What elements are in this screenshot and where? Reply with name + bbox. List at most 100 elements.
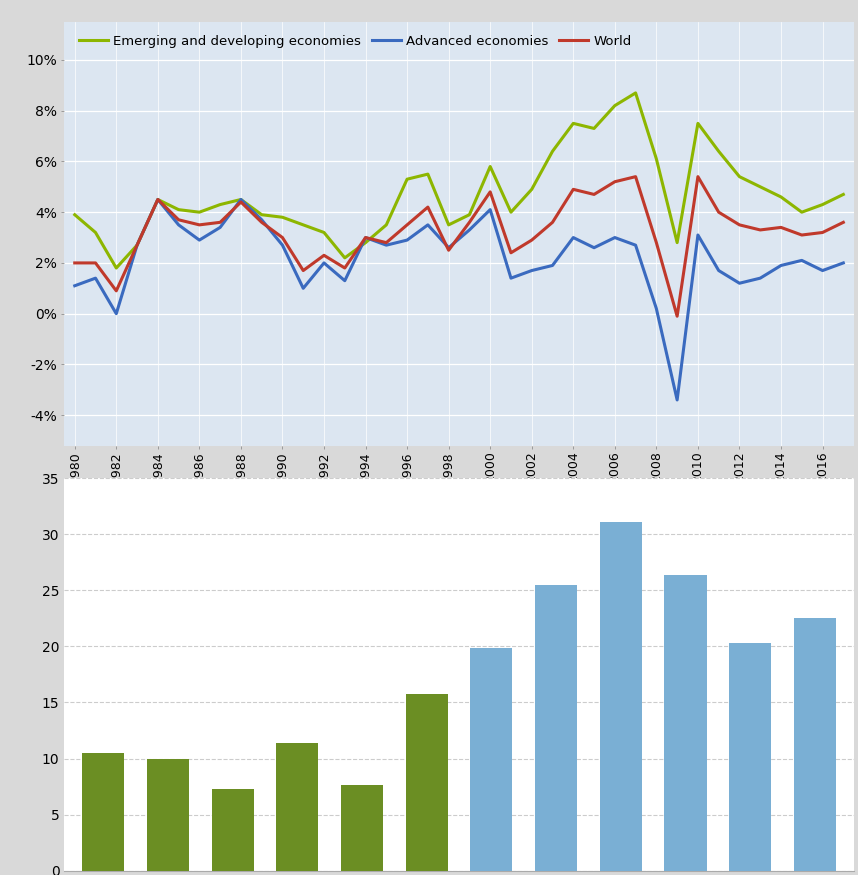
Bar xyxy=(729,643,771,871)
Advanced economies xyxy=(153,194,163,205)
Line: Emerging and developing economies: Emerging and developing economies xyxy=(75,93,843,268)
Advanced economies xyxy=(796,255,807,266)
Emerging and developing economies xyxy=(610,101,620,111)
World xyxy=(610,177,620,187)
Emerging and developing economies xyxy=(672,237,682,248)
Emerging and developing economies xyxy=(69,209,80,220)
World xyxy=(506,248,517,258)
Advanced economies xyxy=(527,265,537,276)
World xyxy=(838,217,849,228)
Emerging and developing economies xyxy=(631,88,641,98)
World xyxy=(132,240,142,250)
Bar xyxy=(535,584,577,871)
World xyxy=(381,237,391,248)
World xyxy=(734,220,745,230)
Emerging and developing economies xyxy=(257,209,267,220)
Advanced economies xyxy=(319,257,329,268)
Bar xyxy=(794,619,836,871)
World xyxy=(423,202,433,213)
World xyxy=(402,220,412,230)
World xyxy=(714,206,724,217)
Advanced economies xyxy=(568,232,578,242)
World xyxy=(90,257,100,268)
World xyxy=(818,228,828,238)
Emerging and developing economies xyxy=(838,189,849,200)
Emerging and developing economies xyxy=(298,220,308,230)
Emerging and developing economies xyxy=(360,237,371,248)
Advanced economies xyxy=(631,240,641,250)
Emerging and developing economies xyxy=(776,192,786,202)
Emerging and developing economies xyxy=(112,262,122,273)
Line: World: World xyxy=(75,177,843,316)
Advanced economies xyxy=(547,260,558,270)
Bar xyxy=(82,752,124,871)
World xyxy=(319,250,329,261)
Bar xyxy=(276,743,318,871)
Bar xyxy=(341,786,383,871)
Bar xyxy=(212,788,254,871)
World xyxy=(692,172,703,182)
Bar xyxy=(470,648,512,871)
Advanced economies xyxy=(277,240,287,250)
World xyxy=(547,217,558,228)
World xyxy=(340,262,350,273)
World xyxy=(215,217,226,228)
Advanced economies xyxy=(112,308,122,318)
Emerging and developing economies xyxy=(589,123,599,134)
Advanced economies xyxy=(672,395,682,405)
Advanced economies xyxy=(464,225,474,235)
Emerging and developing economies xyxy=(153,194,163,205)
Emerging and developing economies xyxy=(277,212,287,222)
Advanced economies xyxy=(69,281,80,291)
Advanced economies xyxy=(340,276,350,286)
Emerging and developing economies xyxy=(692,118,703,129)
Advanced economies xyxy=(610,232,620,242)
World xyxy=(589,189,599,200)
Emerging and developing economies xyxy=(464,209,474,220)
Emerging and developing economies xyxy=(236,194,246,205)
Emerging and developing economies xyxy=(506,206,517,217)
World xyxy=(298,265,308,276)
Emerging and developing economies xyxy=(381,220,391,230)
Advanced economies xyxy=(402,234,412,245)
World xyxy=(568,184,578,194)
Emerging and developing economies xyxy=(423,169,433,179)
World xyxy=(464,217,474,228)
World xyxy=(485,186,495,197)
Emerging and developing economies xyxy=(132,240,142,250)
Emerging and developing economies xyxy=(319,228,329,238)
Advanced economies xyxy=(298,283,308,293)
Advanced economies xyxy=(90,273,100,284)
Emerging and developing economies xyxy=(90,228,100,238)
Bar xyxy=(600,522,642,871)
Advanced economies xyxy=(651,304,662,314)
Emerging and developing economies xyxy=(818,200,828,210)
Emerging and developing economies xyxy=(755,181,765,192)
Advanced economies xyxy=(838,257,849,268)
Emerging and developing economies xyxy=(568,118,578,129)
World xyxy=(153,194,163,205)
World xyxy=(755,225,765,235)
Advanced economies xyxy=(360,232,371,242)
Advanced economies xyxy=(485,205,495,215)
Bar xyxy=(406,694,448,871)
World xyxy=(277,232,287,242)
Bar xyxy=(147,759,189,871)
Advanced economies xyxy=(381,240,391,250)
World xyxy=(360,232,371,242)
Advanced economies xyxy=(444,242,454,253)
Emerging and developing economies xyxy=(485,161,495,172)
Emerging and developing economies xyxy=(194,206,204,217)
Emerging and developing economies xyxy=(796,206,807,217)
Advanced economies xyxy=(734,278,745,289)
World xyxy=(776,222,786,233)
Advanced economies xyxy=(818,265,828,276)
Emerging and developing economies xyxy=(340,253,350,263)
Advanced economies xyxy=(132,240,142,250)
World xyxy=(796,230,807,241)
World xyxy=(173,214,184,225)
World xyxy=(444,245,454,256)
World xyxy=(236,197,246,207)
Advanced economies xyxy=(692,230,703,241)
Emerging and developing economies xyxy=(215,200,226,210)
